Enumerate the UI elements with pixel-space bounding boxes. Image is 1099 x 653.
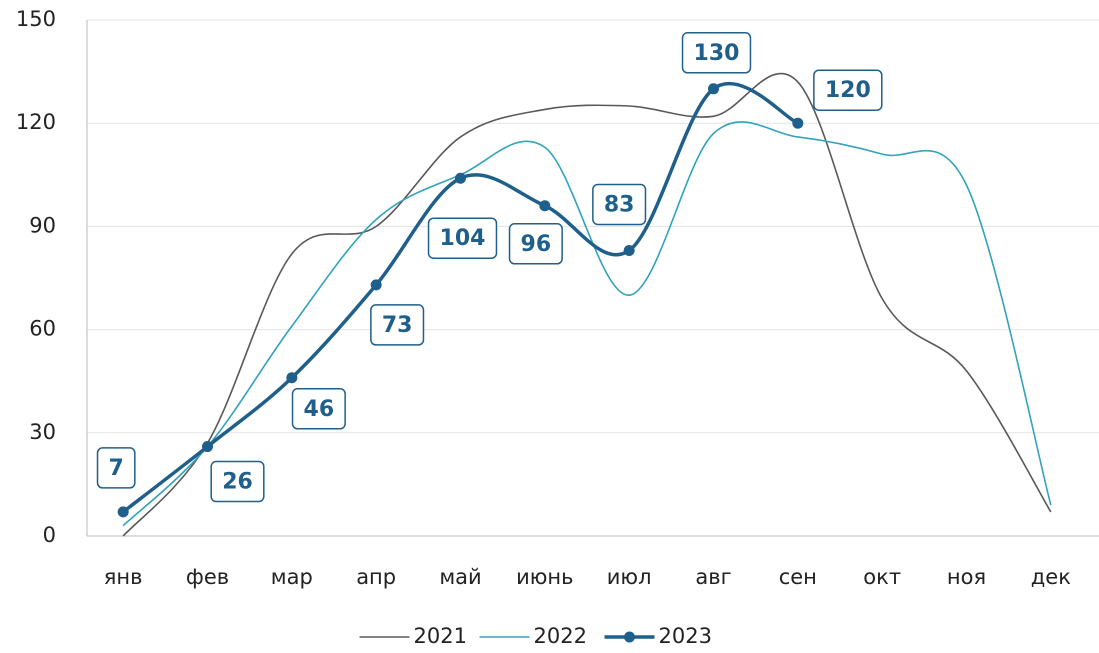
legend-label: 2023 [659, 624, 712, 648]
legend-label: 2022 [534, 624, 587, 648]
data-label-box [210, 460, 265, 503]
marker [370, 279, 382, 291]
series-line [122, 81, 799, 514]
data-label-box [96, 447, 136, 489]
x-tick-label: авг [695, 565, 731, 589]
marker [117, 506, 129, 518]
data-label-box [370, 304, 425, 346]
x-tick-label: фев [186, 565, 229, 589]
data-label: 130 [694, 41, 740, 66]
data-label: 104 [440, 226, 486, 251]
x-tick-label: мар [271, 565, 313, 589]
data-label: 120 [825, 78, 871, 103]
series-line [122, 121, 1052, 527]
marker [286, 372, 298, 384]
data-label-box [592, 183, 647, 226]
marker [792, 117, 804, 129]
legend-label: 2021 [414, 624, 467, 648]
y-tick-label: 120 [16, 110, 56, 134]
x-tick-label: апр [356, 565, 396, 589]
data-label: 96 [521, 232, 552, 257]
legend-marker [624, 631, 635, 643]
x-tick-label: июнь [516, 565, 573, 589]
x-tick-label: июл [607, 565, 652, 589]
y-tick-label: 150 [16, 7, 56, 31]
y-tick-label: 60 [29, 317, 56, 341]
x-tick-label: май [439, 565, 481, 589]
marker [455, 172, 466, 184]
y-tick-label: 30 [29, 420, 56, 444]
data-label-box [681, 32, 752, 74]
data-label-box [508, 223, 563, 265]
series-line [122, 72, 1052, 537]
data-label-box [291, 388, 346, 430]
data-label-box [813, 69, 883, 111]
data-label: 26 [222, 470, 253, 495]
y-tick-label: 0 [43, 523, 56, 547]
marker [708, 83, 719, 95]
data-label: 7 [109, 456, 124, 481]
x-tick-label: янв [104, 565, 143, 589]
marker [539, 200, 551, 212]
marker [202, 441, 213, 453]
x-tick-label: окт [863, 565, 901, 589]
data-label: 46 [304, 397, 335, 422]
y-tick-label: 90 [29, 213, 56, 237]
x-tick-label: дек [1031, 565, 1071, 589]
data-label: 73 [382, 313, 413, 338]
data-label: 83 [604, 192, 635, 217]
data-label-box [427, 217, 498, 259]
x-tick-label: сен [779, 565, 817, 589]
marker [623, 244, 635, 256]
x-tick-label: ноя [947, 565, 986, 589]
